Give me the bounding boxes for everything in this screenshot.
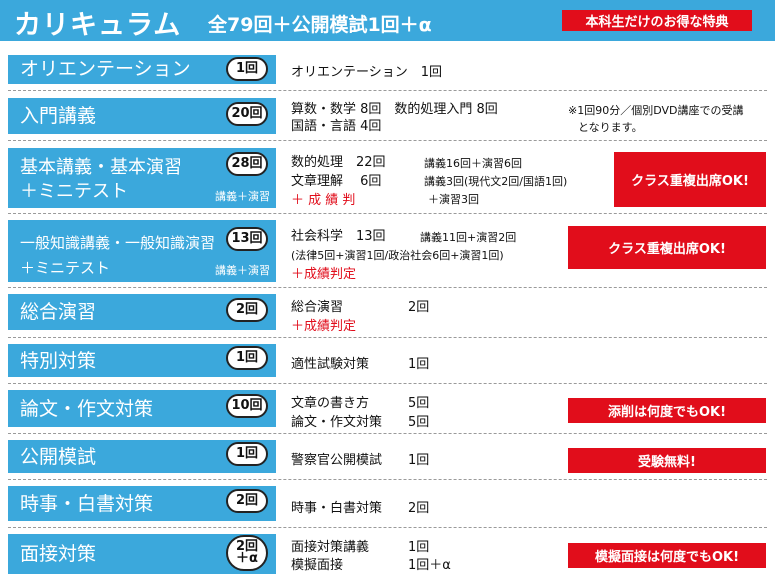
category-sub: 講義＋演習 bbox=[215, 190, 270, 203]
row-content: 文章の書き方 5回 論文・作文対策 5回 bbox=[291, 394, 429, 432]
session-count-value: 2回 bbox=[235, 539, 259, 554]
category-name: 論文・作文対策 bbox=[20, 398, 154, 420]
content-line: 面接対策講義 1回 bbox=[291, 540, 430, 555]
row-content: 総合演習 2回 ＋成績判定 bbox=[291, 298, 429, 336]
note-line: ※1回90分／個別DVD講座での受講 bbox=[568, 104, 744, 117]
header-bar: カリキュラム 全79回＋公開模試1回＋α 本科生だけのお得な特典 bbox=[0, 0, 775, 41]
content-line: 総合演習 2回 bbox=[291, 300, 430, 315]
page-title: カリキュラム bbox=[14, 10, 182, 41]
content-line: 模擬面接 1回＋α bbox=[291, 558, 451, 573]
row-content: 算数・数学 8回 数的処理入門 8回 国語・言語 4回 bbox=[291, 101, 498, 135]
category-name: 総合演習 bbox=[20, 301, 97, 323]
category-name-2: ＋ミニテスト bbox=[20, 259, 111, 277]
row-details: 講義11回+演習2回 bbox=[420, 229, 516, 245]
row-details: 講義16回＋演習6回 講義3回(現代文2回/国語1回) ＋演習3回 bbox=[424, 155, 567, 209]
content-line-highlight: ＋成績判定 bbox=[291, 319, 357, 334]
detail-line: 講義16回＋演習6回 bbox=[424, 157, 522, 170]
row-note: ※1回90分／個別DVD講座での受講 となります。 bbox=[568, 102, 743, 136]
session-count-extra: ＋α bbox=[236, 551, 258, 566]
row-divider bbox=[8, 433, 767, 434]
row-divider bbox=[8, 90, 767, 91]
page-subtitle: 全79回＋公開模試1回＋α bbox=[208, 14, 432, 36]
row-divider bbox=[8, 287, 767, 288]
benefit-badge: クラス重複出席OK! bbox=[568, 226, 766, 269]
category-name: 一般知識講義・一般知識演習 bbox=[20, 234, 216, 252]
benefit-badge: 模擬面接は何度でもOK! bbox=[568, 543, 766, 568]
curriculum-row-essay: 論文・作文対策 10回 文章の書き方 5回 論文・作文対策 5回 添削は何度でも… bbox=[0, 390, 775, 434]
curriculum-row-interview: 面接対策 2回 ＋α 面接対策講義 1回 模擬面接 1回＋α 模擬面接は何度でも… bbox=[0, 534, 775, 581]
session-count: 13回 bbox=[226, 227, 268, 251]
curriculum-row-comprehensive: 総合演習 2回 総合演習 2回 ＋成績判定 bbox=[0, 294, 775, 338]
session-count: 1回 bbox=[226, 442, 268, 466]
session-count: 20回 bbox=[226, 102, 268, 126]
curriculum-row-intro: 入門講義 20回 算数・数学 8回 数的処理入門 8回 国語・言語 4回 ※1回… bbox=[0, 98, 775, 141]
detail-line: 講義11回+演習2回 bbox=[420, 231, 517, 244]
content-line: 文章理解 6回 bbox=[291, 174, 382, 189]
content-line-highlight: ＋成績判定 bbox=[291, 267, 357, 282]
session-count: 28回 bbox=[226, 152, 268, 176]
content-line: (法律5回+演習1回/政治社会6回+演習1回) bbox=[291, 249, 504, 262]
curriculum-row-current-affairs: 時事・白書対策 2回 時事・白書対策 2回 bbox=[0, 486, 775, 528]
curriculum-row-general: 一般知識講義・一般知識演習 ＋ミニテスト 講義＋演習 13回 社会科学 13回 … bbox=[0, 220, 775, 288]
row-divider bbox=[8, 383, 767, 384]
curriculum-row-special: 特別対策 1回 適性試験対策 1回 bbox=[0, 344, 775, 384]
category-name-2: ＋ミニテスト bbox=[20, 181, 128, 202]
content-line: 文章の書き方 5回 bbox=[291, 396, 430, 411]
benefit-badge: クラス重複出席OK! bbox=[614, 152, 766, 207]
session-count: 1回 bbox=[226, 57, 268, 81]
row-divider bbox=[8, 213, 767, 214]
row-content: 面接対策講義 1回 模擬面接 1回＋α bbox=[291, 539, 451, 575]
session-count: 2回 bbox=[226, 298, 268, 322]
content-line: 適性試験対策 1回 bbox=[291, 357, 430, 372]
row-divider bbox=[8, 337, 767, 338]
content-line: 国語・言語 4回 bbox=[291, 119, 382, 134]
category-sub: 講義＋演習 bbox=[215, 264, 270, 277]
header-badge: 本科生だけのお得な特典 bbox=[562, 10, 752, 31]
row-content: 社会科学 13回 (法律5回+演習1回/政治社会6回+演習1回) ＋成績判定 bbox=[291, 227, 504, 284]
row-content: 時事・白書対策 2回 bbox=[291, 500, 429, 517]
row-content: 数的処理 22回 文章理解 6回 ＋ 成 績 判 bbox=[291, 153, 386, 210]
curriculum-row-mock-exam: 公開模試 1回 警察官公開模試 1回 受験無料! bbox=[0, 440, 775, 480]
row-divider bbox=[8, 140, 767, 141]
category-name: 特別対策 bbox=[20, 350, 97, 372]
row-content: オリエンテーション 1回 bbox=[291, 64, 442, 81]
content-line-highlight: ＋ 成 績 判 bbox=[291, 193, 356, 208]
category-name: 入門講義 bbox=[20, 105, 97, 127]
benefit-badge: 受験無料! bbox=[568, 448, 766, 473]
category-label-bg: 基本講義・基本演習 ＋ミニテスト 講義＋演習 bbox=[8, 148, 276, 208]
session-count: 2回 ＋α bbox=[226, 535, 268, 571]
detail-line: ＋演習3回 bbox=[428, 193, 479, 206]
note-line: となります。 bbox=[578, 121, 643, 134]
curriculum-row-basic: 基本講義・基本演習 ＋ミニテスト 講義＋演習 28回 数的処理 22回 文章理解… bbox=[0, 148, 775, 214]
row-content: 警察官公開模試 1回 bbox=[291, 452, 429, 469]
row-divider bbox=[8, 527, 767, 528]
content-line: 論文・作文対策 5回 bbox=[291, 415, 430, 430]
row-content: 適性試験対策 1回 bbox=[291, 356, 429, 373]
session-count: 1回 bbox=[226, 346, 268, 370]
session-count: 10回 bbox=[226, 394, 268, 418]
category-name: 基本講義・基本演習 bbox=[20, 157, 182, 178]
row-divider bbox=[8, 479, 767, 480]
benefit-badge: 添削は何度でもOK! bbox=[568, 398, 766, 423]
category-name: 公開模試 bbox=[20, 446, 97, 468]
content-line: 算数・数学 8回 数的処理入門 8回 bbox=[291, 102, 498, 117]
category-name: オリエンテーション bbox=[20, 58, 191, 80]
category-name: 面接対策 bbox=[20, 543, 97, 565]
session-count: 2回 bbox=[226, 489, 268, 513]
content-line: 時事・白書対策 2回 bbox=[291, 501, 430, 516]
category-name: 時事・白書対策 bbox=[20, 493, 154, 515]
content-line: 社会科学 13回 bbox=[291, 229, 386, 244]
detail-line: 講義3回(現代文2回/国語1回) bbox=[424, 175, 568, 188]
content-line: 数的処理 22回 bbox=[291, 155, 386, 170]
content-line: オリエンテーション 1回 bbox=[291, 65, 443, 80]
curriculum-row-orientation: オリエンテーション 1回 オリエンテーション 1回 bbox=[0, 55, 775, 91]
content-line: 警察官公開模試 1回 bbox=[291, 453, 430, 468]
